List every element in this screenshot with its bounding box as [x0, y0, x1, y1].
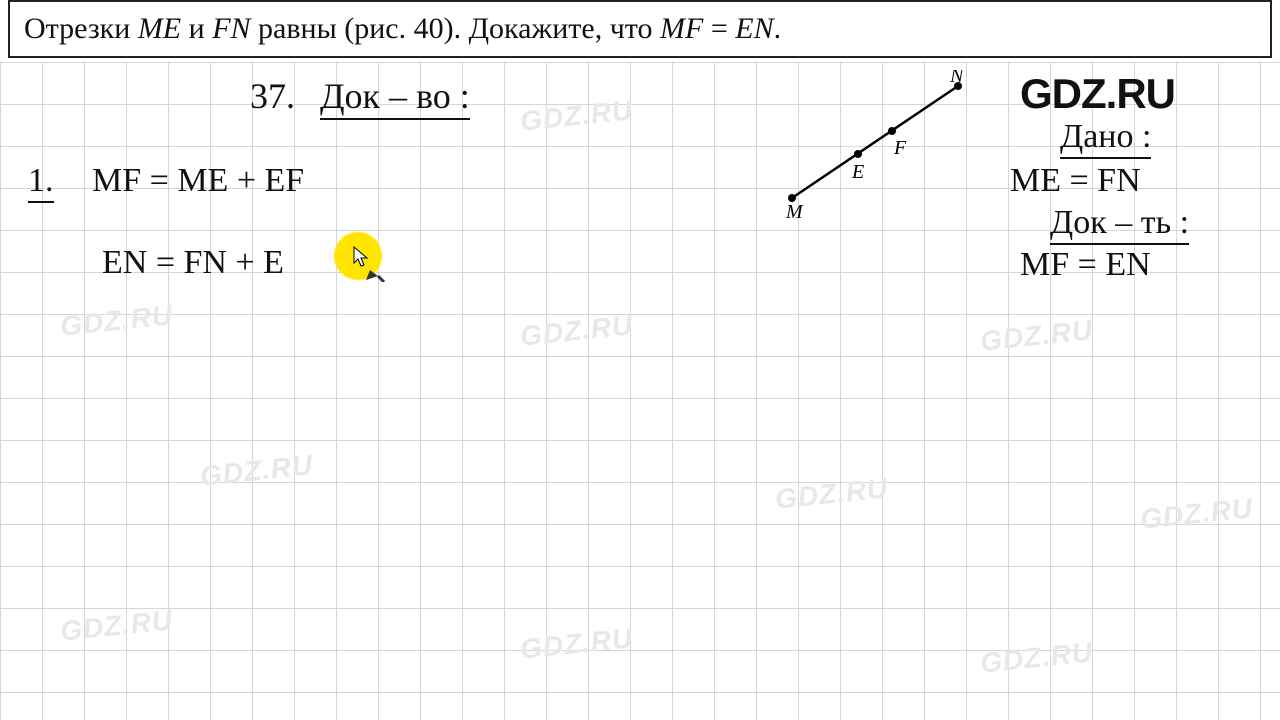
prove-title: Док – ть :: [1050, 206, 1189, 240]
proof-title-text: Док – во :: [320, 76, 470, 120]
gdz-logo: GDZ.RU: [1020, 70, 1175, 118]
proof-line-2: EN = FN + E: [102, 246, 284, 280]
given-title-text: Дано :: [1060, 118, 1151, 159]
given-eq1: ME = FN: [1010, 164, 1141, 198]
problem-statement: Отрезки ME и FN равны (рис. 40). Докажит…: [8, 0, 1272, 58]
prove-title-text: Док – ть :: [1050, 204, 1189, 245]
pen-tip-icon: [364, 260, 386, 282]
problem-end: .: [774, 12, 782, 45]
problem-pre: Отрезки: [24, 12, 138, 45]
problem-seg-fn: FN: [212, 12, 250, 45]
problem-eq: =: [703, 12, 735, 45]
proof-line-1: MF = ME + EF: [92, 164, 304, 198]
label-e: E: [851, 161, 864, 183]
problem-seg-en: EN: [735, 12, 773, 45]
given-title: Дано :: [1060, 120, 1151, 154]
label-n: N: [949, 70, 965, 87]
label-m: M: [785, 201, 804, 220]
problem-and: и: [181, 12, 212, 45]
problem-text: Отрезки ME и FN равны (рис. 40). Докажит…: [24, 12, 781, 46]
label-f: F: [893, 137, 907, 159]
proof-number: 37.: [250, 78, 295, 114]
segment-line: [792, 86, 958, 198]
point-e: [854, 150, 862, 158]
proof-title: Док – во :: [320, 78, 470, 114]
prove-eq: MF = EN: [1020, 248, 1151, 282]
step-1-number: 1.: [28, 164, 54, 198]
problem-seg-me: ME: [138, 12, 181, 45]
problem-mid: равны (рис. 40). Докажите, что: [251, 12, 660, 45]
segment-diagram: M E F N: [780, 70, 970, 220]
point-f: [888, 127, 896, 135]
problem-seg-mf: MF: [660, 12, 703, 45]
step-1-num-text: 1.: [28, 162, 54, 203]
grid-background: [0, 62, 1280, 720]
